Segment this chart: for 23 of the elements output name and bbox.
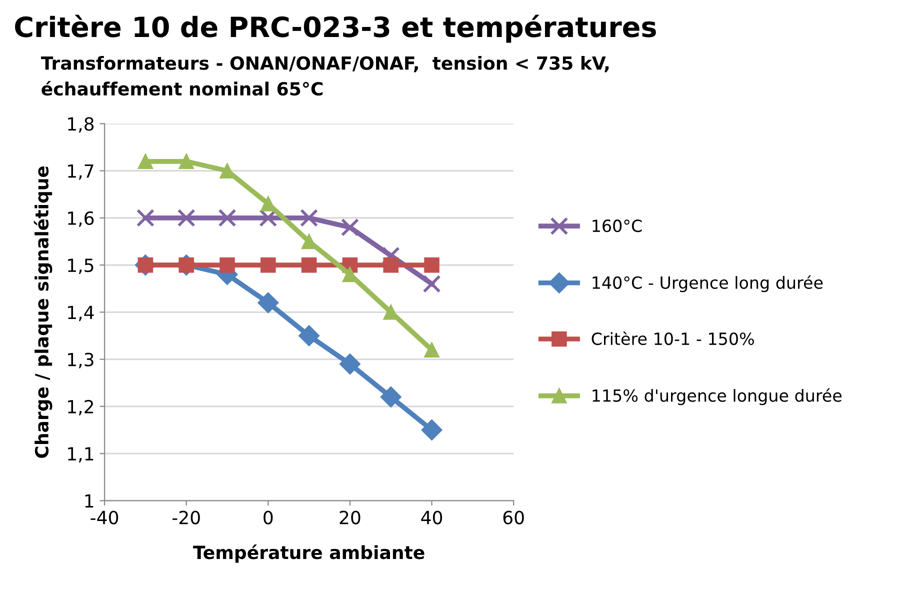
legend-label: 160°C [592,220,642,232]
y-tick-label: 1,4 [68,306,94,322]
x-tick-label: 0 [264,510,273,524]
y-tick-label: 1,5 [68,258,94,274]
chart-title: Critère 10 de PRC-023-3 et températures [15,14,656,43]
legend-label: Critère 10-1 - 150% [592,332,754,346]
y-tick-label: 1,3 [68,352,94,368]
y-tick-label: 1,7 [68,164,94,180]
x-tick-label: -20 [172,510,200,524]
y-tick-label: 1,6 [68,211,94,227]
x-tick-label: 40 [421,510,442,524]
legend-label: 140°C - Urgence long durée [592,275,823,292]
x-tick-label: -40 [90,510,118,524]
x-tick-label: 60 [503,510,524,524]
y-tick-label: 1,8 [68,117,94,133]
x-tick-label: 20 [340,510,360,524]
x-axis-title: Température ambiante [193,544,424,563]
y-tick-label: 1,1 [68,447,94,462]
y-tick-label: 1,2 [68,400,94,416]
y-axis-title: Charge / plaque signalétique [34,166,52,458]
chart-subtitle: Transformateurs - ONAN/ONAF/ONAF, tension < 735 kV, échauffement nominal 65°C [40,56,609,96]
legend-label: 115% d'urgence longue durée [592,388,842,406]
y-tick-label: 1 [85,494,94,508]
